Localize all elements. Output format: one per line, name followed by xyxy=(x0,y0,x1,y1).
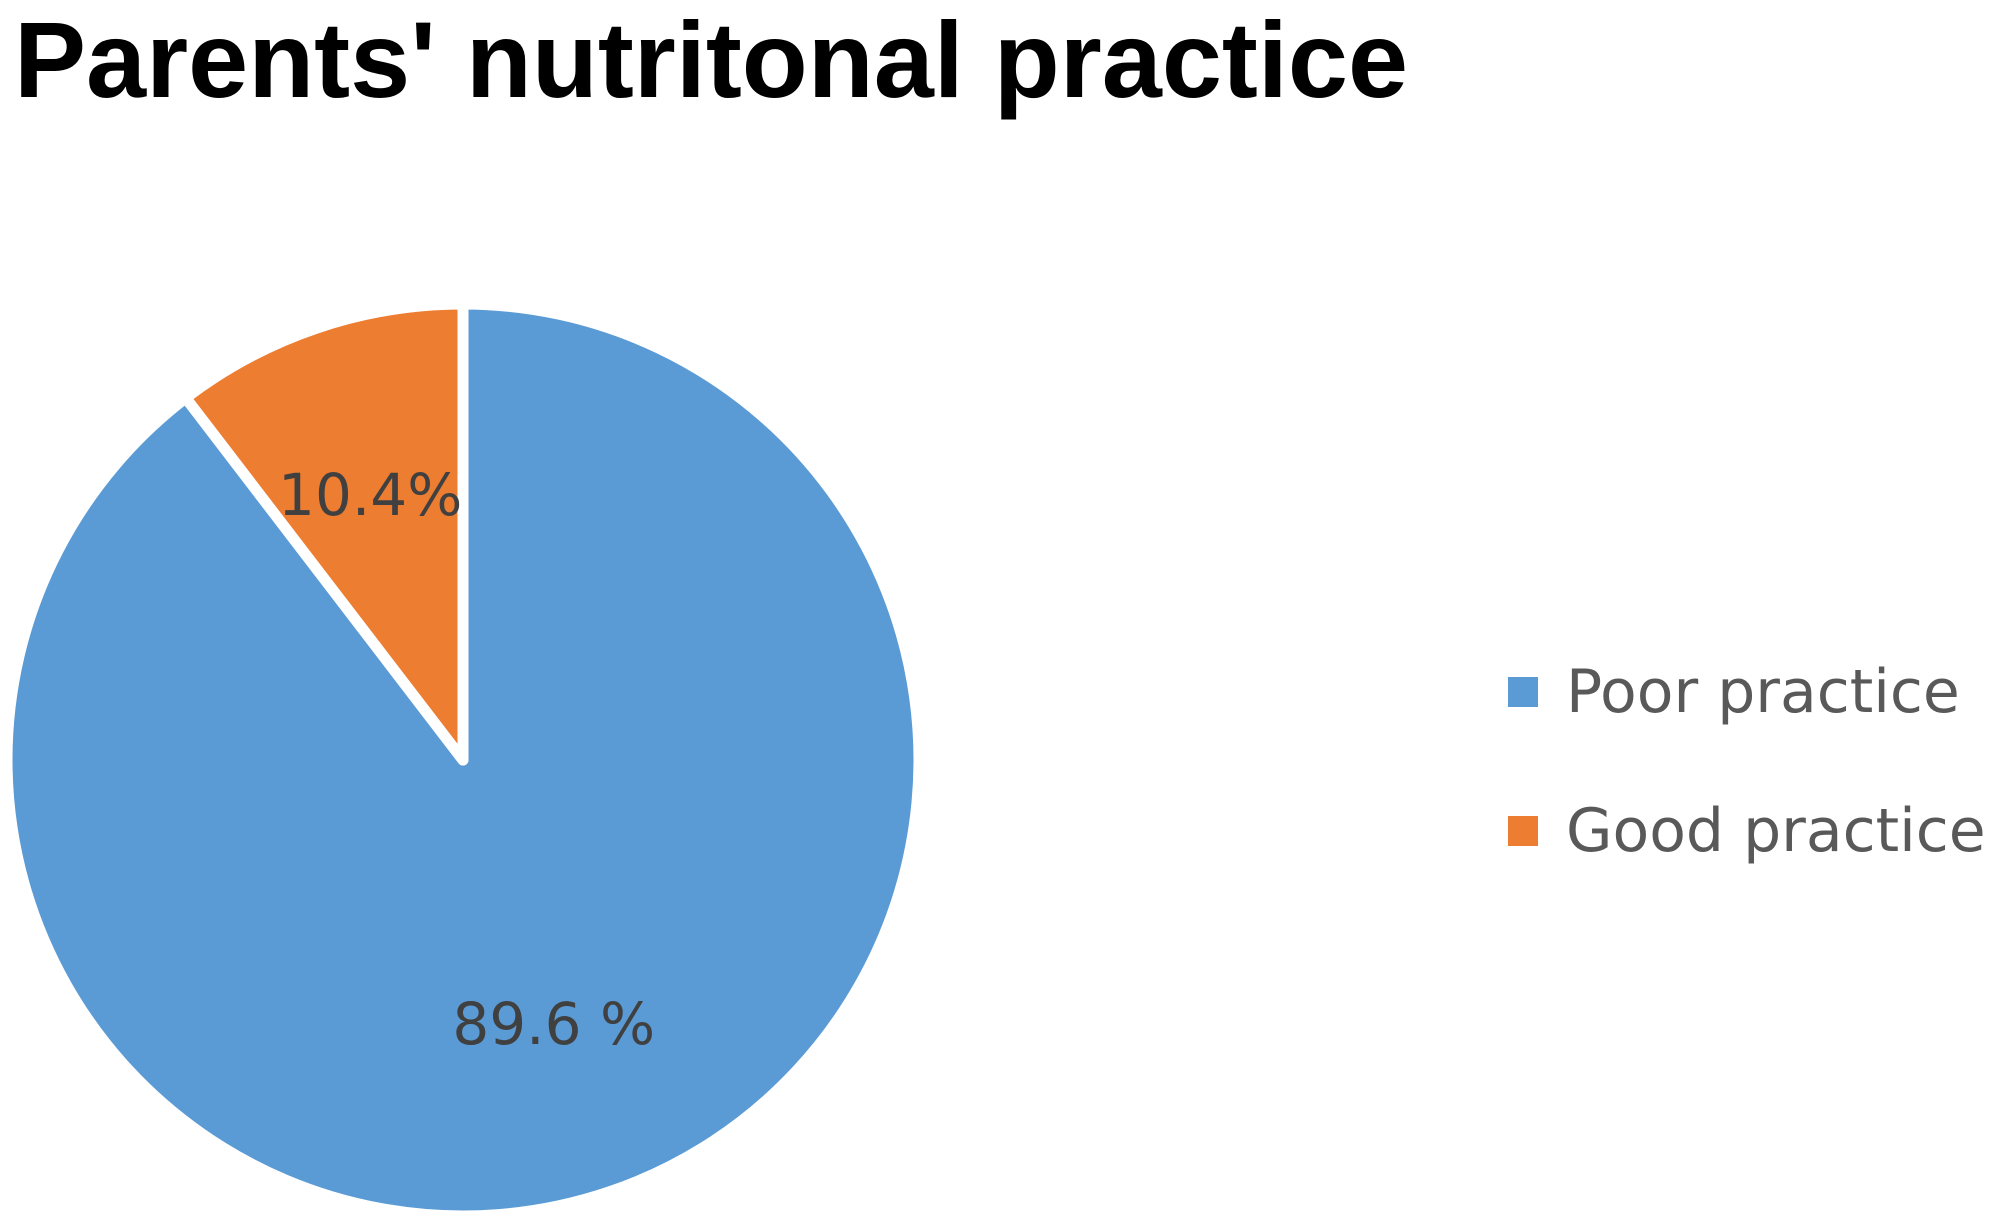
legend-label-good-practice: Good practice xyxy=(1566,796,1986,866)
pie-slice-good-practice xyxy=(180,298,469,766)
data-label-poor-practice: 89.6 % xyxy=(452,990,655,1058)
legend-label-poor-practice: Poor practice xyxy=(1566,657,1960,727)
legend-swatch-good-practice xyxy=(1508,816,1538,846)
legend: Poor practice Good practice xyxy=(1508,652,1986,930)
legend-swatch-poor-practice xyxy=(1508,677,1538,707)
legend-item-good-practice: Good practice xyxy=(1508,791,1986,871)
legend-item-poor-practice: Poor practice xyxy=(1508,652,1986,732)
data-label-good-practice: 10.4% xyxy=(278,461,462,529)
chart-title: Parents' nutritonal practice xyxy=(14,0,1409,120)
